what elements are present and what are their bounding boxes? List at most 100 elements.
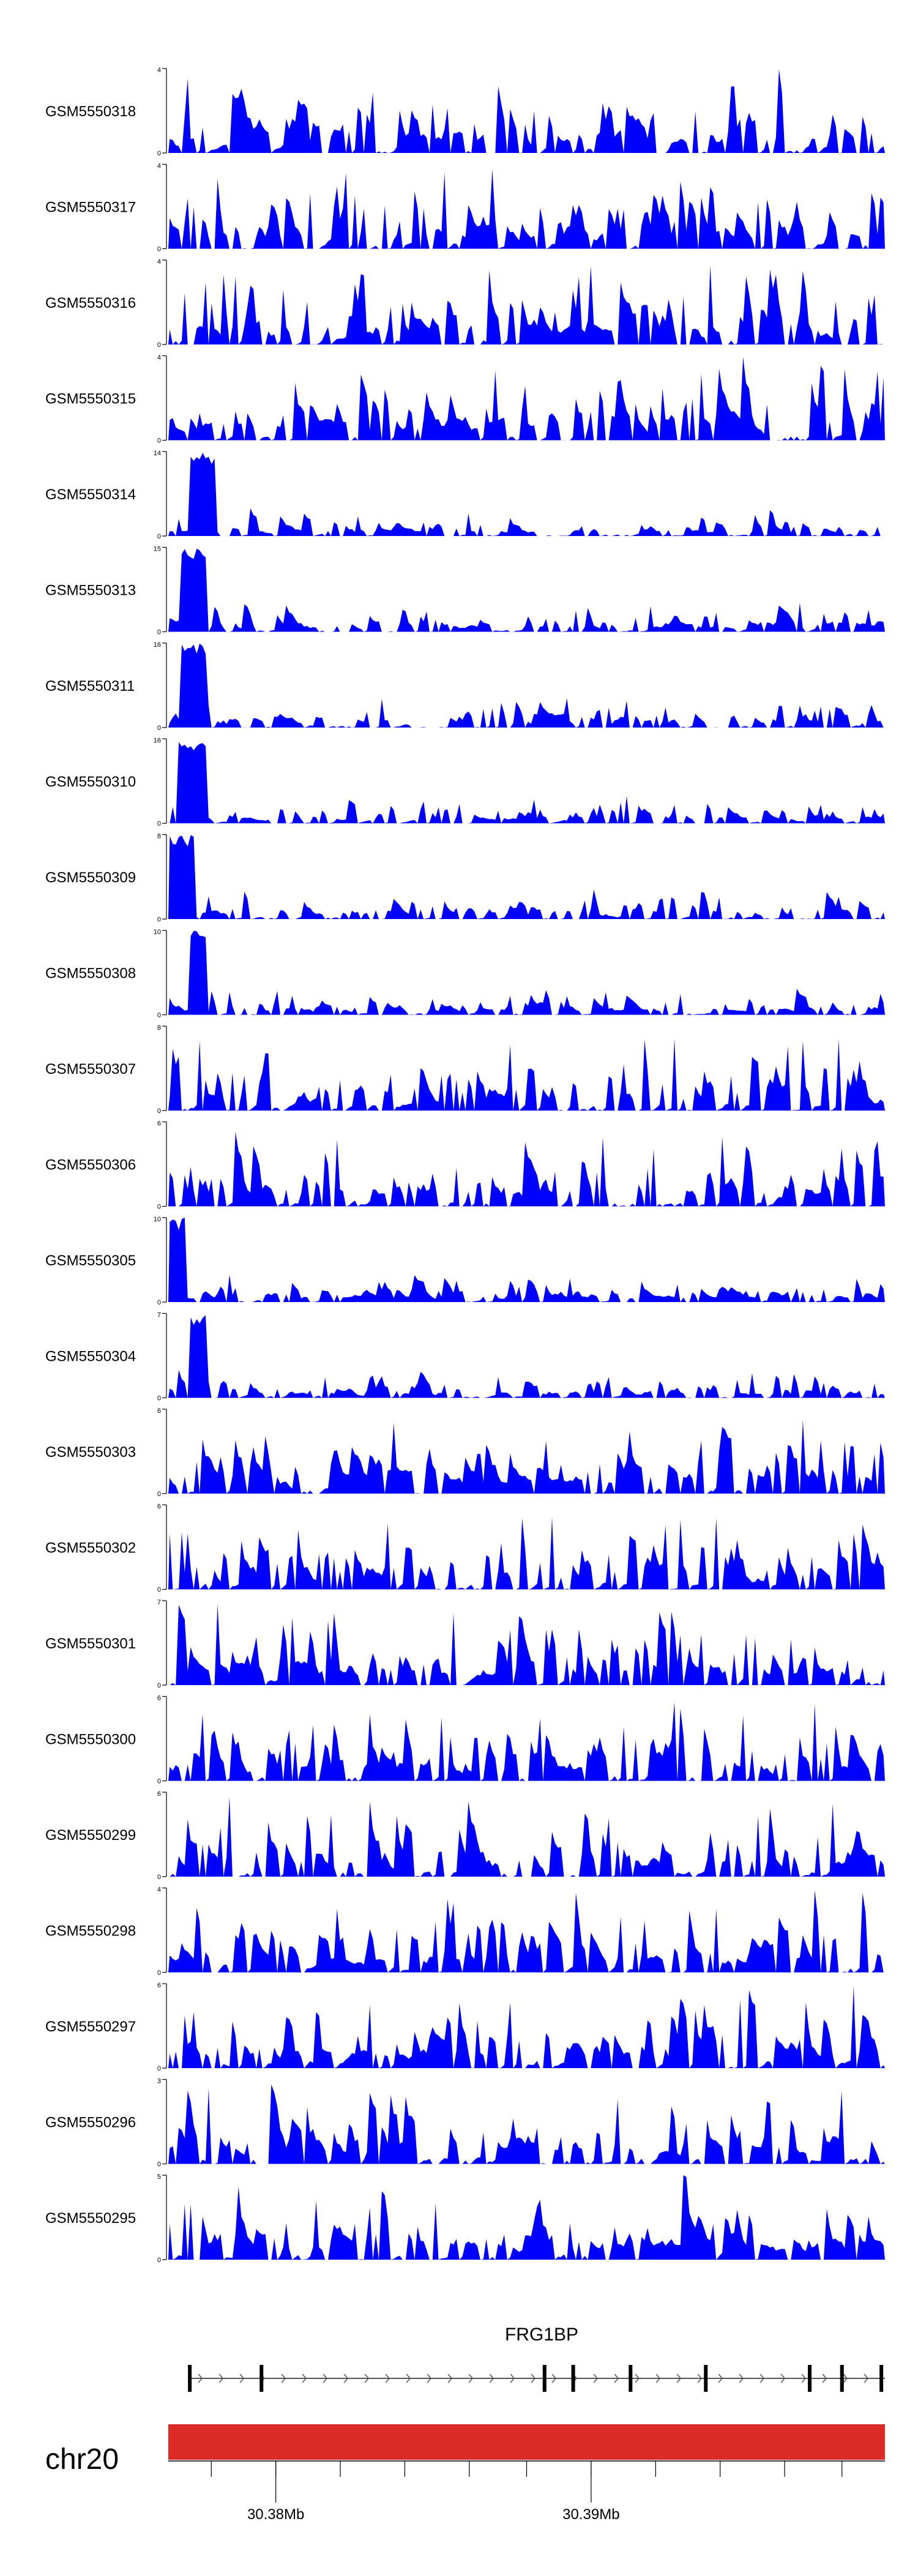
strand-arrow (531, 2373, 536, 2383)
y-max-label: 6 (157, 1503, 161, 1511)
track-gsm5550303: GSM5550303 6 0 (45, 1407, 885, 1498)
y-min-label: 0 (157, 1204, 161, 1211)
track-gsm5550305: GSM5550305 10 0 (45, 1216, 885, 1306)
y-min-label: 0 (157, 2257, 161, 2264)
track-gsm5550318: GSM5550318 4 0 (45, 67, 885, 157)
coverage-area (168, 1890, 885, 1973)
strand-arrow (676, 2373, 682, 2383)
track-gsm5550307: GSM5550307 8 0 (45, 1024, 885, 1115)
coverage-area (168, 1517, 885, 1590)
y-max-label: 4 (157, 163, 161, 170)
track-label: GSM5550315 (45, 391, 136, 408)
y-max-label: 14 (154, 450, 161, 457)
y-min-label: 0 (157, 341, 161, 349)
coverage-area (168, 742, 885, 824)
track-gsm5550309: GSM5550309 8 0 (45, 833, 885, 923)
track-label: GSM5550302 (45, 1540, 136, 1557)
track-label: GSM5550306 (45, 1157, 136, 1174)
strand-arrow (239, 2373, 245, 2383)
coverage-area (168, 2084, 885, 2164)
track-label: GSM5550301 (45, 1636, 136, 1652)
coverage-area (168, 1315, 885, 1398)
y-max-label: 16 (154, 641, 161, 649)
coverage-area (168, 1986, 885, 2068)
y-min-label: 0 (157, 246, 161, 253)
strand-arrow (697, 2373, 703, 2383)
y-max-label: 4 (157, 258, 161, 266)
coverage-area (168, 453, 885, 536)
track-gsm5550300: GSM5550300 6 0 (45, 1695, 885, 1785)
coverage-area (168, 1604, 885, 1685)
y-max-label: 7 (157, 1312, 161, 1319)
exon-marker (542, 2365, 547, 2392)
strand-arrow (822, 2373, 827, 2383)
track-label: GSM5550316 (45, 295, 136, 311)
chromosome-axis: chr20 30.38Mb 30.39Mb (45, 2424, 885, 2523)
track-label: GSM5550304 (45, 1349, 136, 1365)
strand-arrow (198, 2373, 203, 2383)
strand-arrow (718, 2373, 723, 2383)
track-gsm5550314: GSM5550314 14 0 (45, 450, 885, 540)
y-max-label: 7 (157, 1599, 161, 1606)
strand-arrow (489, 2373, 494, 2383)
track-label: GSM5550295 (45, 2210, 136, 2227)
gene-annotation-track: FRG1BP (188, 2325, 885, 2392)
y-min-label: 0 (157, 1682, 161, 1689)
track-gsm5550299: GSM5550299 6 0 (45, 1790, 885, 1881)
track-label: GSM5550313 (45, 583, 136, 599)
track-label: GSM5550311 (45, 678, 135, 694)
track-label: GSM5550303 (45, 1444, 136, 1461)
strand-arrow (302, 2373, 307, 2383)
y-min-label: 0 (157, 1874, 161, 1881)
strand-arrow (364, 2373, 370, 2383)
track-gsm5550297: GSM5550297 6 0 (45, 1982, 885, 2072)
strand-arrow (593, 2373, 599, 2383)
coverage-area (168, 643, 885, 728)
track-gsm5550311: GSM5550311 16 0 (45, 641, 885, 732)
track-gsm5550308: GSM5550308 10 0 (45, 929, 885, 1019)
coverage-area (168, 2175, 885, 2260)
coverage-tracks: GSM555031840GSM555031740GSM555031640GSM5… (45, 67, 885, 2264)
strand-arrow (551, 2373, 557, 2383)
strand-arrow (343, 2373, 349, 2383)
gene-name-label: FRG1BP (505, 2325, 578, 2345)
y-max-label: 3 (157, 2078, 161, 2085)
y-min-label: 0 (157, 1970, 161, 1977)
track-label: GSM5550300 (45, 1732, 136, 1748)
track-gsm5550298: GSM5550298 4 0 (45, 1886, 885, 1977)
exon-marker (188, 2365, 192, 2392)
y-min-label: 0 (157, 2065, 161, 2072)
exon-markers (188, 2365, 884, 2392)
track-label: GSM5550296 (45, 2115, 136, 2131)
coverage-area (168, 548, 885, 632)
strand-arrow (864, 2373, 869, 2383)
strand-arrow (406, 2373, 411, 2383)
coverage-area (168, 1038, 885, 1111)
chromosome-label: chr20 (45, 2443, 119, 2476)
coverage-area (168, 1218, 885, 1302)
coverage-area (168, 835, 885, 919)
y-max-label: 10 (154, 929, 161, 936)
track-gsm5550310: GSM5550310 16 0 (45, 737, 885, 828)
y-max-label: 15 (154, 546, 161, 553)
strand-arrow (780, 2373, 786, 2383)
track-label: GSM5550317 (45, 199, 136, 216)
coverage-area (168, 69, 885, 153)
track-gsm5550313: GSM5550313 15 0 (45, 546, 885, 636)
tick-label: 30.38Mb (247, 2506, 304, 2523)
strand-arrow (614, 2373, 619, 2383)
y-min-label: 0 (157, 1491, 161, 1498)
exon-marker (704, 2365, 708, 2392)
track-gsm5550304: GSM5550304 7 0 (45, 1312, 885, 1402)
coverage-area (168, 1131, 885, 1207)
track-label: GSM5550314 (45, 486, 136, 503)
track-label: GSM5550318 (45, 103, 136, 120)
strand-arrow (323, 2373, 328, 2383)
track-label: GSM5550308 (45, 966, 136, 982)
strand-arrow (635, 2373, 640, 2383)
y-min-label: 0 (157, 2161, 161, 2168)
track-label: GSM5550310 (45, 774, 136, 791)
exon-marker (259, 2365, 264, 2392)
y-min-label: 0 (157, 1778, 161, 1785)
